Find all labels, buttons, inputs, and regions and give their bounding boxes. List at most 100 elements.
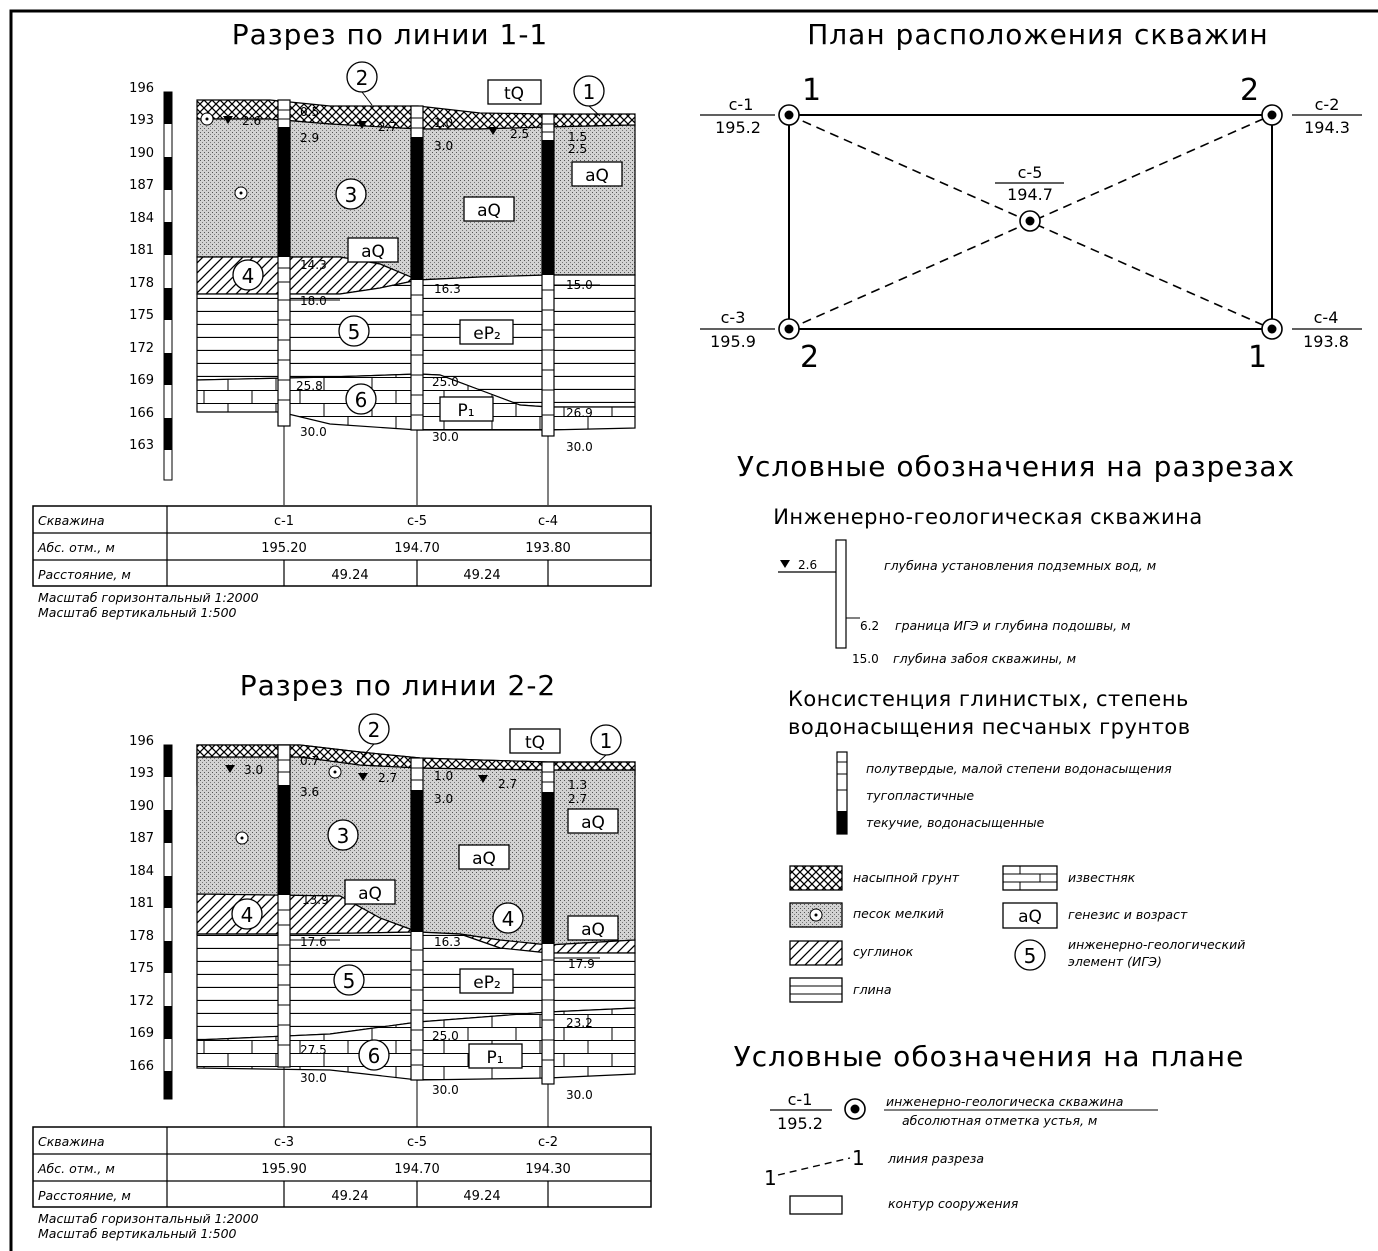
depth-annotation: 1.0 bbox=[434, 769, 453, 783]
elev-label: 196 bbox=[129, 81, 154, 96]
svg-text:глубина установления подземных: глубина установления подземных вод, м bbox=[884, 558, 1156, 573]
svg-text:Абс. отм., м: Абс. отм., м bbox=[37, 540, 115, 555]
soil-label: насыпной грунт bbox=[853, 870, 960, 885]
scale-note: Масштаб вертикальный 1:500 bbox=[38, 1226, 237, 1241]
genesis-box: aQ bbox=[1002, 902, 1058, 929]
genesis-box: P₁ bbox=[468, 1043, 523, 1069]
svg-text:193.8: 193.8 bbox=[1303, 332, 1349, 351]
legend-subtitle: Инженерно-геологическая скважина bbox=[773, 505, 1203, 529]
well-label: с-4 193.8 bbox=[1292, 308, 1362, 351]
depth-annotation: 2.7 bbox=[568, 792, 587, 806]
svg-text:с-1: с-1 bbox=[788, 1090, 813, 1109]
legend-well-label: с-1 195.2 bbox=[770, 1090, 832, 1133]
ige-circle: 5 bbox=[338, 315, 370, 347]
legend-label: инженерно-геологическа скважина bbox=[886, 1094, 1123, 1109]
svg-text:2.5: 2.5 bbox=[510, 127, 529, 141]
elev-label: 181 bbox=[129, 896, 154, 911]
ige-circle: 2 bbox=[346, 61, 378, 93]
depth-annotation: 0.5 bbox=[300, 105, 319, 119]
svg-text:4: 4 bbox=[502, 907, 515, 931]
svg-text:Скважина: Скважина bbox=[38, 513, 105, 528]
svg-text:5: 5 bbox=[1024, 944, 1037, 968]
groundwater-marker: 2.6 bbox=[223, 114, 261, 128]
depth-annotation: 1.0 bbox=[434, 116, 453, 130]
elev-label: 193 bbox=[129, 766, 154, 781]
ige-circle: 4 bbox=[492, 902, 524, 934]
genesis-box: eP₂ bbox=[459, 968, 514, 994]
genesis-box: aQ bbox=[567, 915, 619, 941]
section-table: Скважина Абс. отм., м Расстояние, м с-1 … bbox=[32, 505, 652, 587]
scale-note: Масштаб вертикальный 1:500 bbox=[38, 605, 237, 620]
svg-text:4: 4 bbox=[242, 264, 255, 288]
svg-text:194.3: 194.3 bbox=[1304, 118, 1350, 137]
genesis-box: aQ bbox=[344, 879, 396, 905]
svg-text:15.0: 15.0 bbox=[852, 652, 879, 666]
depth-annotation: 30.0 bbox=[566, 440, 593, 454]
soil-swatch bbox=[789, 865, 843, 891]
distance-cell: 49.24 bbox=[463, 1189, 500, 1204]
soil-swatch bbox=[789, 902, 843, 928]
legend-sections: Условные обозначения на разрезах Инженер… bbox=[737, 450, 1295, 1003]
depth-annotation: 17.6 bbox=[300, 935, 327, 949]
svg-text:4: 4 bbox=[241, 903, 254, 927]
legend-label: элемент (ИГЭ) bbox=[1068, 954, 1162, 969]
svg-text:Расстояние, м: Расстояние, м bbox=[38, 1188, 131, 1203]
elev-label: 172 bbox=[129, 994, 154, 1009]
depth-annotation: 30.0 bbox=[566, 1088, 593, 1102]
elev-label: 190 bbox=[129, 799, 154, 814]
depth-annotation: 25.0 bbox=[432, 375, 459, 389]
scale-note: Масштаб горизонтальный 1:2000 bbox=[38, 590, 259, 605]
sheet-frame bbox=[9, 9, 1378, 1251]
legend-label: линия разреза bbox=[887, 1151, 984, 1166]
ige-circle: 1 bbox=[573, 75, 605, 107]
depth-annotation: 30.0 bbox=[432, 1083, 459, 1097]
soil-label: известняк bbox=[1068, 870, 1136, 885]
soil-swatch bbox=[789, 940, 843, 966]
depth-annotation: 23.2 bbox=[566, 1016, 593, 1030]
consistency-symbol bbox=[836, 751, 848, 835]
svg-text:2.6: 2.6 bbox=[798, 558, 817, 572]
borehole bbox=[410, 757, 424, 1127]
svg-text:3.0: 3.0 bbox=[244, 763, 263, 777]
soil-label: суглинок bbox=[853, 944, 914, 959]
depth-annotation: 2.9 bbox=[300, 131, 319, 145]
svg-text:Абс. отм., м: Абс. отм., м bbox=[37, 1161, 115, 1176]
ige-circle: 4 bbox=[232, 259, 264, 291]
depth-annotation: 3.0 bbox=[434, 792, 453, 806]
svg-text:195.2: 195.2 bbox=[715, 118, 761, 137]
legend-label: генезис и возраст bbox=[1068, 907, 1188, 922]
elevation-cell: 193.80 bbox=[525, 541, 571, 556]
svg-text:1: 1 bbox=[600, 729, 613, 753]
genesis-box: P₁ bbox=[439, 396, 494, 422]
soil-swatch bbox=[1002, 865, 1058, 891]
legend-title: Условные обозначения на разрезах bbox=[737, 450, 1295, 483]
structure-contour bbox=[788, 114, 1273, 330]
elev-label: 172 bbox=[129, 341, 154, 356]
ige-circle: 1 bbox=[590, 724, 622, 756]
well-name-cell: с-1 bbox=[274, 514, 294, 529]
distance-cell: 49.24 bbox=[331, 568, 368, 583]
depth-annotation: 1.5 bbox=[568, 130, 587, 144]
svg-text:aQ: aQ bbox=[361, 242, 385, 262]
genesis-box: aQ bbox=[567, 808, 619, 834]
elev-label: 169 bbox=[129, 1026, 154, 1041]
elev-label: 166 bbox=[129, 1059, 154, 1074]
depth-annotation: 2.5 bbox=[568, 142, 587, 156]
well-label: с-3 195.9 bbox=[700, 308, 775, 351]
genesis-box: aQ bbox=[571, 161, 623, 187]
elev-label: 193 bbox=[129, 113, 154, 128]
svg-text:6: 6 bbox=[368, 1044, 381, 1068]
ige-circle: 5 bbox=[1014, 939, 1046, 971]
svg-text:2.6: 2.6 bbox=[242, 114, 261, 128]
depth-annotation: 14.3 bbox=[300, 258, 327, 272]
svg-text:194.7: 194.7 bbox=[1007, 185, 1053, 204]
depth-annotation: 25.0 bbox=[432, 1029, 459, 1043]
sand-symbol bbox=[200, 112, 214, 126]
consistency-label: полутвердые, малой степени водонасыщения bbox=[866, 761, 1172, 776]
svg-text:1: 1 bbox=[852, 1146, 865, 1170]
legend-label: абсолютная отметка устья, м bbox=[902, 1113, 1097, 1128]
section-line-label: 2 bbox=[800, 340, 819, 375]
section-title: Разрез по линии 1-1 bbox=[232, 18, 549, 51]
groundwater-marker: 3.0 bbox=[225, 763, 263, 777]
